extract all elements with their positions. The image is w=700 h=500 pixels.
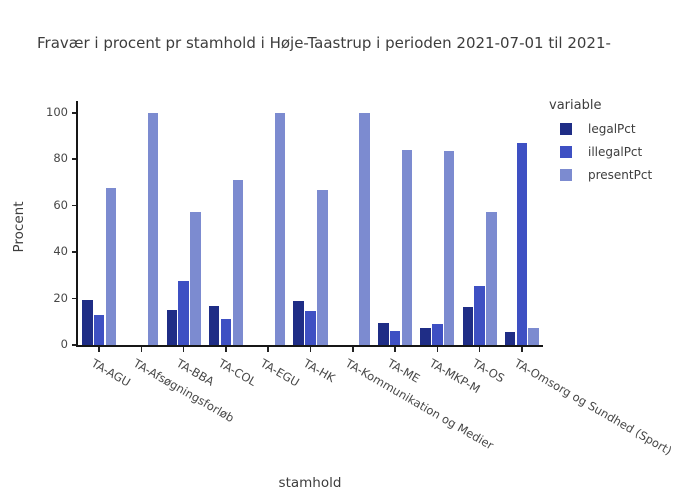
x-tick-label: TA-AGU [89, 356, 134, 390]
y-tick-label: 40 [53, 244, 68, 259]
legend-swatch [560, 145, 572, 158]
bar-presentPct[interactable] [147, 113, 159, 345]
bar-legalPct[interactable] [82, 299, 93, 345]
bar-presentPct[interactable] [528, 328, 539, 345]
legend-label: legalPct [588, 121, 636, 136]
bar-illegalPct[interactable] [432, 324, 443, 345]
legend-item-legalPct[interactable]: legalPct [560, 117, 652, 140]
legend-label: illegalPct [588, 144, 643, 159]
x-tick-mark [352, 347, 354, 352]
bar-illegalPct[interactable] [220, 318, 232, 345]
x-tick-mark [225, 347, 227, 352]
x-axis-line [76, 345, 543, 347]
y-axis-title: Procent [11, 201, 27, 253]
legend-swatch [560, 168, 572, 181]
x-tick-label: TA-Kommunikation og Medier [342, 356, 496, 453]
chart-title: Fravær i procent pr stamhold i Høje-Taas… [37, 34, 611, 52]
x-tick-mark [140, 347, 143, 352]
x-tick-mark [98, 347, 100, 352]
bar-presentPct[interactable] [105, 187, 117, 345]
bar-presentPct[interactable] [486, 212, 497, 345]
x-tick-label: TA-Omsorg og Sundhed (Sport) [511, 356, 675, 458]
bar-legalPct[interactable] [420, 328, 431, 345]
bar-illegalPct[interactable] [474, 285, 485, 345]
bar-illegalPct[interactable] [305, 311, 316, 345]
bar-legalPct[interactable] [208, 305, 220, 345]
bar-presentPct[interactable] [317, 190, 328, 345]
y-tick-mark [72, 251, 78, 253]
bar-illegalPct[interactable] [93, 315, 105, 345]
y-tick-mark [72, 204, 78, 207]
y-axis-line [76, 101, 78, 347]
x-tick-mark [182, 347, 185, 352]
y-tick-mark [72, 344, 78, 346]
y-tick-mark [72, 112, 78, 114]
x-tick-label: TA-HK [300, 356, 338, 386]
x-tick-mark [394, 347, 396, 352]
bar-presentPct[interactable] [401, 149, 413, 345]
bar-legalPct[interactable] [166, 310, 178, 345]
bar-illegalPct[interactable] [516, 142, 528, 345]
bar-illegalPct[interactable] [389, 331, 401, 345]
x-tick-mark [267, 347, 269, 352]
y-tick-label: 60 [53, 197, 68, 212]
x-tick-mark [309, 347, 312, 352]
bar-presentPct[interactable] [359, 113, 370, 345]
y-tick-label: 80 [53, 151, 68, 166]
bar-presentPct[interactable] [274, 113, 286, 345]
y-tick-label: 0 [60, 337, 68, 351]
bar-legalPct[interactable] [462, 306, 474, 345]
legend-swatch [560, 122, 572, 135]
bar-legalPct[interactable] [293, 300, 304, 345]
y-tick-label: 20 [53, 290, 68, 305]
legend-item-illegalPct[interactable]: illegalPct [560, 140, 652, 163]
x-tick-label: TA-COL [215, 356, 259, 389]
x-tick-mark [521, 347, 523, 352]
bar-legalPct[interactable] [504, 332, 516, 345]
bar-legalPct[interactable] [378, 322, 389, 345]
bar-illegalPct[interactable] [178, 280, 189, 345]
y-tick-mark [72, 297, 78, 300]
bar-presentPct[interactable] [443, 151, 455, 345]
y-tick-mark [72, 158, 78, 160]
x-tick-mark [436, 347, 439, 352]
x-tick-mark [478, 347, 481, 352]
legend-label: presentPct [588, 167, 653, 182]
legend-title: variable [549, 98, 602, 113]
legend-item-presentPct[interactable]: presentPct [560, 163, 652, 186]
x-tick-label: TA-EGU [258, 356, 303, 390]
x-axis-title: stamhold [278, 475, 342, 491]
legend: legalPct illegalPct presentPct [560, 117, 652, 186]
y-tick-label: 100 [46, 105, 68, 119]
bar-presentPct[interactable] [232, 179, 244, 345]
bar-presentPct[interactable] [190, 212, 201, 345]
